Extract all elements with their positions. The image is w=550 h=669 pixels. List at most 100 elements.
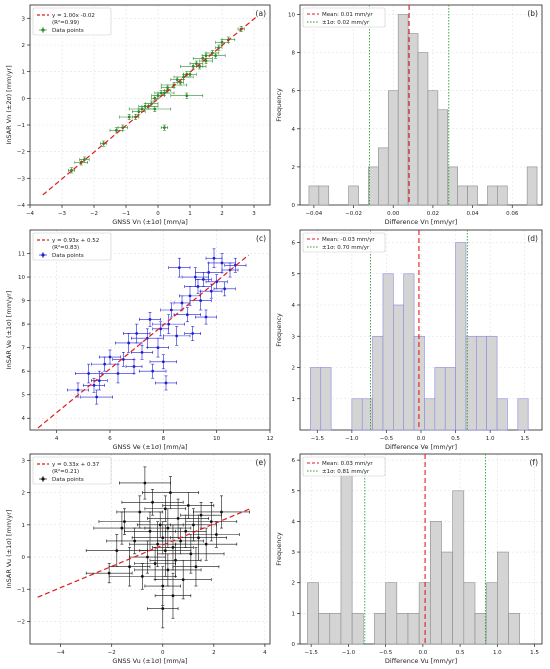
histogram-bar	[385, 582, 398, 645]
histogram-bar	[452, 490, 465, 645]
data-point	[197, 536, 200, 540]
y-tick-label: 5	[22, 393, 26, 399]
legend-r2-label: (R²=0.99)	[52, 19, 79, 26]
data-point	[189, 552, 193, 556]
x-tick-label: −1.5	[311, 436, 325, 442]
x-tick-label: 2	[220, 211, 224, 217]
y-tick-label: −2	[17, 619, 25, 625]
panel-label: (f)	[530, 458, 539, 467]
data-point	[76, 388, 80, 392]
legend-point-swatch	[41, 28, 45, 32]
data-point	[158, 523, 162, 527]
x-axis-label: GNSS Vn (±1σ) [mm/a]	[112, 218, 188, 226]
data-point	[180, 301, 184, 305]
data-point	[204, 315, 208, 319]
data-point	[133, 539, 137, 543]
legend-box	[32, 456, 112, 485]
histogram-bar	[361, 398, 373, 431]
legend-fit-label: y = 0.93x + 0.52	[52, 238, 99, 244]
data-point	[92, 383, 96, 387]
x-tick-label: −0.04	[305, 211, 322, 217]
y-axis-label: Frequency	[275, 532, 283, 566]
legend-points-label: Data points	[52, 28, 84, 34]
legend-box	[32, 232, 112, 261]
y-tick-label: 4	[22, 416, 26, 422]
data-point	[204, 59, 208, 63]
y-tick-label: 5	[292, 272, 296, 278]
x-tick-label: 1.0	[493, 650, 502, 656]
histogram-bar	[318, 185, 330, 206]
plot-frame	[29, 229, 271, 431]
legend-box	[302, 232, 386, 253]
x-tick-label: 4	[263, 650, 267, 656]
y-axis-label: Frequency	[275, 313, 283, 347]
histogram-panel-d: −1.5 −1.0 −0.5 0.0 0.5 1.0 1.5 1 2 3 4 5 6 Difference…	[275, 229, 543, 451]
data-point	[215, 280, 219, 284]
histogram-bar	[455, 242, 467, 431]
y-tick-label: 8	[292, 51, 296, 57]
fit-line	[42, 15, 258, 196]
data-point	[199, 513, 203, 517]
legend: y = 0.33x + 0.37(R²=0.21) Data points	[32, 456, 112, 485]
y-tick-label: 0	[22, 96, 26, 102]
legend-sigma-label: ±1σ: 0.02 mm/yr	[322, 20, 370, 26]
histogram-bar	[496, 398, 508, 431]
data-point	[179, 539, 183, 543]
data-point	[127, 341, 131, 345]
data-point	[166, 568, 170, 572]
y-tick-label: 2	[22, 491, 26, 497]
data-point	[220, 261, 224, 265]
histogram-bar	[382, 273, 394, 431]
data-point	[223, 287, 227, 291]
y-tick-label: −1	[17, 587, 25, 593]
y-tick-label: 6	[292, 241, 296, 247]
x-tick-label: 0.02	[427, 211, 439, 217]
data-point	[193, 275, 197, 279]
fit-line	[37, 508, 250, 598]
y-tick-label: 9	[22, 299, 26, 305]
y-axis-label: InSAR Ve (±1σ) [mm/yr]	[5, 291, 13, 370]
x-axis-label: Difference Vu [mm/yr]	[385, 657, 457, 665]
data-point	[212, 256, 216, 260]
data-point	[159, 327, 163, 331]
histogram-bar	[397, 14, 409, 206]
data-point	[171, 545, 175, 549]
histogram-bar	[403, 273, 415, 431]
panel-label: (b)	[527, 9, 538, 18]
histogram-bar	[497, 551, 509, 645]
histogram-bar	[447, 166, 458, 206]
data-point	[135, 332, 139, 335]
y-tick-label: 6	[292, 89, 296, 95]
data-point	[214, 533, 218, 536]
data-point	[128, 565, 131, 569]
x-tick-label: 2	[212, 650, 216, 656]
histogram-bar	[340, 459, 353, 645]
data-point	[108, 355, 112, 359]
data-point	[199, 299, 203, 302]
data-point	[207, 270, 211, 274]
x-tick-label: 8	[162, 436, 166, 442]
data-point	[169, 308, 173, 312]
histogram-bar	[434, 367, 446, 431]
x-axis-label: Difference Ve [mm/yr]	[385, 443, 457, 451]
x-axis-label: GNSS Vu (±1σ) [mm/a]	[112, 657, 187, 665]
data-point	[146, 555, 149, 559]
x-tick-label: −0.02	[345, 211, 362, 217]
histogram-bar	[427, 90, 439, 206]
legend-mean-label: Mean: 0.03 mm/yr	[322, 461, 373, 467]
data-point	[163, 549, 167, 553]
data-point	[201, 278, 205, 281]
data-point	[214, 54, 218, 58]
legend-sigma-label: ±1σ: 0.70 mm/yr	[322, 245, 370, 251]
data-point	[161, 584, 165, 588]
legend-mean-label: Mean: 0.01 mm/yr	[322, 12, 373, 18]
data-point	[137, 110, 141, 114]
data-point	[195, 62, 198, 66]
y-tick-label: −3	[17, 176, 26, 182]
data-point	[233, 263, 237, 267]
x-tick-label: 0.00	[387, 211, 400, 217]
data-point	[194, 565, 198, 569]
data-point	[171, 594, 175, 598]
data-point	[191, 64, 195, 68]
